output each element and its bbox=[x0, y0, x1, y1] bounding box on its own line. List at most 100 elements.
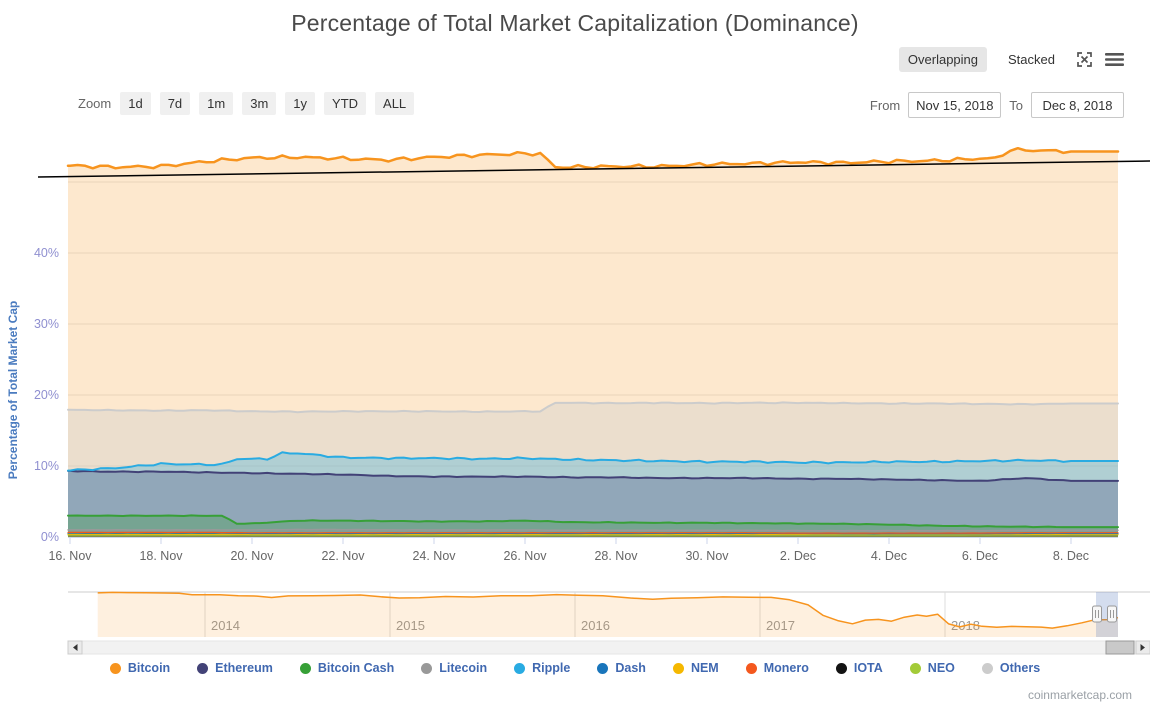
zoom-buttons: 1d 7d 1m 3m 1y YTD ALL bbox=[120, 92, 415, 115]
zoom-button-1m[interactable]: 1m bbox=[199, 92, 234, 115]
x-axis-tick-label: 26. Nov bbox=[503, 549, 547, 563]
series-line-monero[interactable] bbox=[67, 531, 1119, 534]
x-axis-tick-label: 28. Nov bbox=[594, 549, 638, 563]
legend-label: NEO bbox=[927, 661, 955, 675]
page-title: Percentage of Total Market Capitalizatio… bbox=[291, 10, 859, 36]
legend-color-dot bbox=[299, 662, 311, 674]
y-axis-tick-label: 30% bbox=[34, 317, 59, 331]
x-axis-tick-label: 2. Dec bbox=[780, 549, 816, 563]
navigator-year-label: 2015 bbox=[396, 618, 425, 633]
to-label: To bbox=[1009, 97, 1023, 113]
x-axis-tick-label: 4. Dec bbox=[871, 549, 907, 563]
stacked-button[interactable]: Stacked bbox=[1008, 52, 1055, 67]
series-line-dash[interactable] bbox=[67, 532, 1119, 535]
legend-label: Monero bbox=[763, 661, 809, 675]
legend-color-dot bbox=[197, 662, 209, 674]
x-axis-tick-label: 16. Nov bbox=[48, 549, 92, 563]
y-axis-tick-label: 40% bbox=[34, 246, 59, 260]
legend-label: Bitcoin Cash bbox=[317, 661, 395, 675]
legend-color-dot bbox=[981, 662, 993, 674]
x-axis-tick-label: 18. Nov bbox=[139, 549, 183, 563]
navigator-area bbox=[97, 592, 1118, 637]
zoom-label: Zoom bbox=[78, 96, 112, 111]
x-axis-tick-label: 30. Nov bbox=[685, 549, 729, 563]
series-area-others bbox=[68, 402, 1118, 537]
y-axis-tick-label: 0% bbox=[41, 530, 59, 544]
series-line-ethereum[interactable] bbox=[67, 469, 1119, 482]
navigator-left-handle[interactable] bbox=[1092, 605, 1102, 623]
legend-item-ethereum[interactable]: Ethereum bbox=[197, 661, 273, 675]
scrollbar-track[interactable] bbox=[67, 640, 1150, 655]
legend-color-dot bbox=[835, 662, 847, 674]
legend-color-dot bbox=[745, 662, 757, 674]
scrollbar-left-arrow-icon[interactable] bbox=[73, 644, 78, 651]
legend-item-bitcoin[interactable]: Bitcoin bbox=[109, 661, 171, 675]
to-date-input[interactable] bbox=[1031, 92, 1124, 118]
legend-label: Litecoin bbox=[439, 661, 488, 675]
x-axis-tick-label: 20. Nov bbox=[230, 549, 274, 563]
navigator-year-label: 2017 bbox=[766, 618, 795, 633]
series-line-litecoin[interactable] bbox=[67, 528, 1119, 532]
zoom-button-group: Zoom 1d 7d 1m 3m 1y YTD ALL bbox=[78, 92, 415, 115]
zoom-button-7d[interactable]: 7d bbox=[159, 92, 191, 115]
legend-item-bitcoin-cash[interactable]: Bitcoin Cash bbox=[299, 661, 395, 675]
navigator-line bbox=[97, 591, 1119, 629]
zoom-button-1d[interactable]: 1d bbox=[120, 92, 151, 115]
y-axis-tick-label: 20% bbox=[34, 388, 59, 402]
navigator-year-label: 2014 bbox=[211, 618, 240, 633]
range-controls-row: Zoom 1d 7d 1m 3m 1y YTD ALL From To bbox=[0, 92, 1150, 120]
zoom-button-ytd[interactable]: YTD bbox=[324, 92, 367, 115]
chart-legend: Bitcoin Ethereum Bitcoin Cash Litecoin Rippl… bbox=[0, 661, 1150, 675]
legend-item-neo[interactable]: NEO bbox=[909, 661, 955, 675]
legend-item-others[interactable]: Others bbox=[981, 661, 1041, 675]
series-line-ripple[interactable] bbox=[67, 451, 1119, 472]
x-axis-tick-label: 24. Nov bbox=[412, 549, 456, 563]
zoom-button-all[interactable]: ALL bbox=[375, 92, 415, 115]
x-axis-tick-label: 8. Dec bbox=[1053, 549, 1089, 563]
trendline-annotation[interactable] bbox=[37, 160, 1150, 178]
legend-color-dot bbox=[672, 662, 684, 674]
series-line-others[interactable] bbox=[67, 401, 1119, 414]
legend-color-dot bbox=[514, 662, 526, 674]
legend-label: Ripple bbox=[532, 661, 571, 675]
legend-label: Dash bbox=[615, 661, 646, 675]
legend-color-dot bbox=[597, 662, 609, 674]
fullscreen-icon[interactable] bbox=[1076, 51, 1093, 68]
from-date-input[interactable] bbox=[908, 92, 1002, 118]
watermark: coinmarketcap.com bbox=[1027, 688, 1132, 702]
overlapping-button[interactable]: Overlapping bbox=[898, 47, 988, 72]
legend-label: Bitcoin bbox=[127, 661, 171, 675]
legend-item-nem[interactable]: NEM bbox=[672, 661, 719, 675]
legend-label: IOTA bbox=[853, 661, 883, 675]
legend-label: Others bbox=[999, 661, 1041, 675]
series-line-bitcoin-cash[interactable] bbox=[67, 514, 1119, 529]
navigator-year-label: 2016 bbox=[581, 618, 610, 633]
date-range-group: From To bbox=[870, 92, 1124, 118]
zoom-button-1y[interactable]: 1y bbox=[285, 92, 316, 115]
y-axis-tick-label: 10% bbox=[34, 459, 59, 473]
chart-mode-controls: Overlapping Stacked bbox=[898, 47, 1124, 72]
series-area-bitcoin bbox=[68, 148, 1118, 537]
legend-item-dash[interactable]: Dash bbox=[597, 661, 646, 675]
legend-label: Ethereum bbox=[215, 661, 273, 675]
legend-label: NEM bbox=[690, 661, 719, 675]
legend-color-dot bbox=[909, 662, 921, 674]
series-line-bitcoin[interactable] bbox=[66, 146, 1120, 170]
x-axis-tick-label: 22. Nov bbox=[321, 549, 365, 563]
from-label: From bbox=[869, 97, 901, 113]
legend-item-litecoin[interactable]: Litecoin bbox=[421, 661, 487, 675]
y-axis-title: Percentage of Total Market Cap bbox=[6, 301, 20, 480]
x-axis-tick-label: 6. Dec bbox=[962, 549, 998, 563]
zoom-button-3m[interactable]: 3m bbox=[242, 92, 277, 115]
scrollbar-right-arrow-icon[interactable] bbox=[1140, 644, 1146, 651]
legend-color-dot bbox=[421, 662, 433, 674]
legend-color-dot bbox=[109, 662, 121, 674]
scrollbar-thumb[interactable] bbox=[1105, 640, 1135, 655]
legend-item-monero[interactable]: Monero bbox=[745, 661, 809, 675]
legend-item-ripple[interactable]: Ripple bbox=[514, 661, 570, 675]
hamburger-menu-icon[interactable] bbox=[1105, 52, 1124, 67]
navigator-right-handle[interactable] bbox=[1107, 605, 1117, 623]
legend-item-iota[interactable]: IOTA bbox=[835, 661, 883, 675]
